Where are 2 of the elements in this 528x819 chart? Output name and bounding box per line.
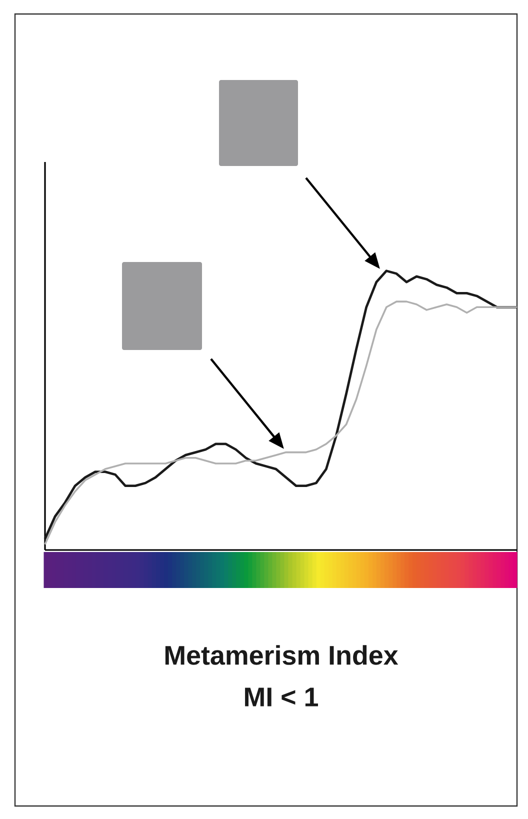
text: Metamerism Index: [165, 645, 398, 665]
text: MI < 1: [245, 688, 318, 706]
